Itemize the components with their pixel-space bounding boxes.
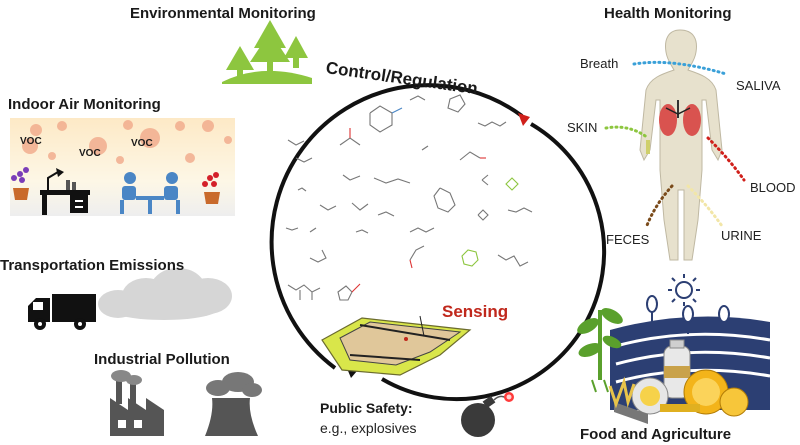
skin-label: SKIN [567,120,598,135]
feces-label: FECES [606,232,650,247]
molecule-cluster [285,94,533,301]
exhaust-cloud [98,268,232,320]
plant-red [202,172,219,187]
transportation-emissions-title: Transportation Emissions [0,257,185,274]
sensing-label: Sensing [442,302,509,321]
industrial-pollution-title: Industrial Pollution [94,351,230,368]
sun-icon [668,274,700,306]
plant-sprout-icon [577,308,623,393]
indoor-air-monitoring-title: Indoor Air Monitoring [8,96,161,113]
breath-label: Breath [580,56,619,71]
voc-label-1: VOC [20,136,42,147]
trees-icon [222,20,312,84]
bomb-icon [461,392,514,437]
factory-icon [110,370,164,436]
cycle-arrow-red [518,113,530,126]
health-monitoring-title: Health Monitoring [604,5,732,22]
plant-purple [11,167,29,183]
blood-label: BLOOD [750,180,796,195]
food-items-icon [608,339,749,424]
urine-label: URINE [721,228,762,243]
food-agriculture-title: Food and Agriculture [580,426,732,443]
voc-label-2: VOC [79,148,101,159]
human-body-icon [639,29,723,261]
environmental-monitoring-title: Environmental Monitoring [130,5,316,22]
public-safety-subtitle: e.g., explosives [320,420,417,436]
public-safety-title: Public Safety: [320,400,413,416]
voc-label-3: VOC [131,138,153,149]
indoor-air-panel [10,118,235,216]
saliva-label: SALIVA [736,78,781,93]
sensor-device [321,315,472,376]
truck-icon [28,294,96,330]
body-leader-lines [604,60,746,230]
cooling-tower-icon [205,372,262,436]
